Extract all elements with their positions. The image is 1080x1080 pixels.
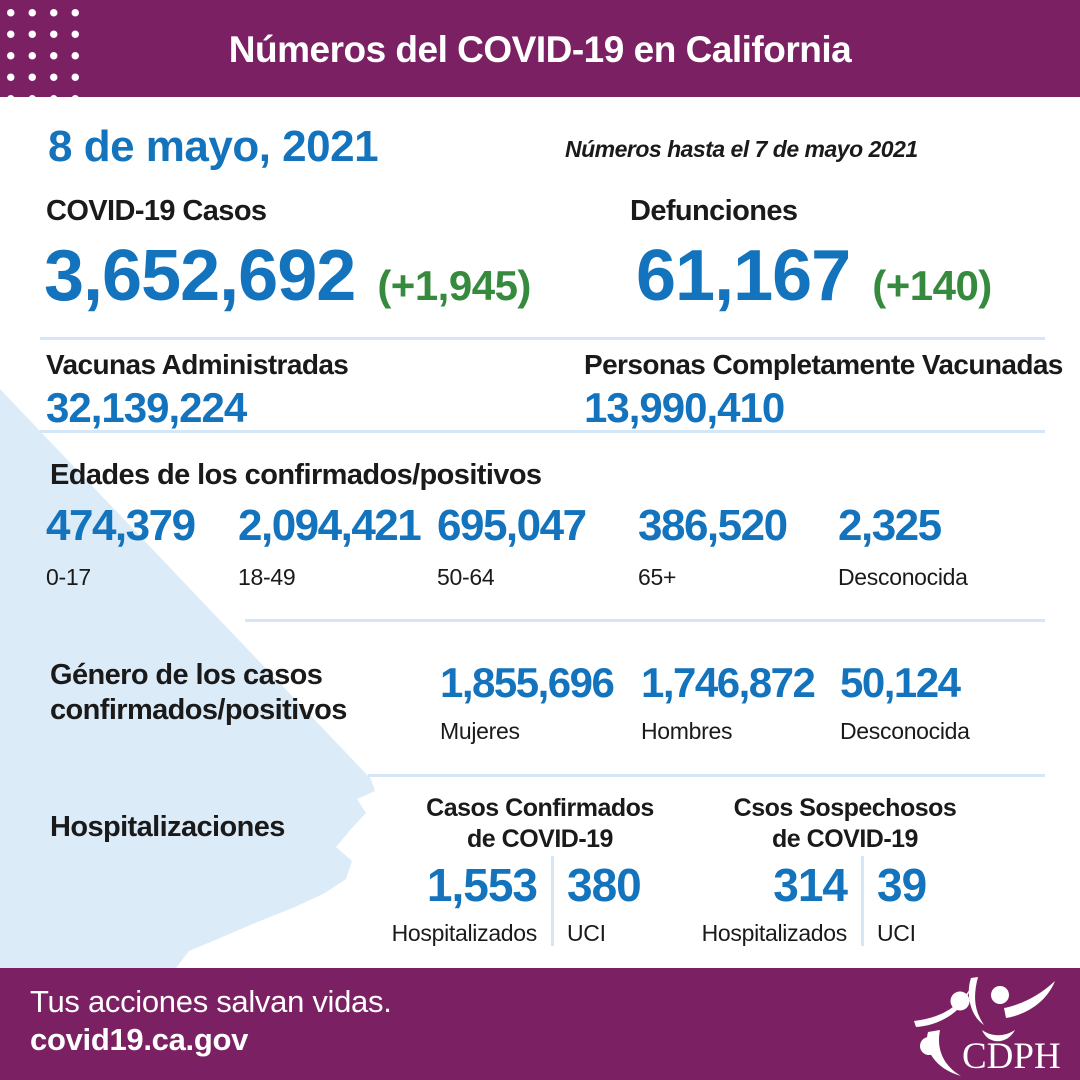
- age-value: 2,325: [838, 501, 942, 550]
- age-value: 474,379: [46, 501, 196, 550]
- as-of-note: Números hasta el 7 de mayo 2021: [565, 136, 918, 162]
- age-label: 50-64: [437, 564, 495, 590]
- age-group: 474,379 0-17: [46, 501, 196, 590]
- confirmed-header-line2: de COVID-19: [467, 825, 613, 854]
- suspected-header-line1: Csos Sospechosos: [733, 794, 957, 822]
- logo-swoosh: [914, 989, 970, 1027]
- gender-group: 50,124 Desconocida: [840, 662, 970, 743]
- logo-wordmark: CDPH: [962, 1036, 1061, 1077]
- age-value: 695,047: [437, 501, 587, 550]
- logo-swoosh: [926, 1030, 961, 1076]
- ages-section-title: Edades de los confirmados/positivos: [50, 459, 542, 491]
- gender-value: 50,124: [840, 659, 961, 706]
- logo-swoosh: [982, 1030, 1015, 1042]
- logo-figure-head: [991, 986, 1009, 1004]
- deaths-delta: (+140): [872, 262, 992, 309]
- divider: [861, 856, 864, 946]
- divider: [40, 337, 1045, 340]
- divider: [40, 430, 1045, 433]
- report-date: 8 de mayo, 2021: [48, 122, 379, 171]
- divider: [551, 856, 554, 946]
- confirmed-icu-stat: 380 UCI: [567, 862, 687, 945]
- suspected-hospitalized-value: 314: [773, 859, 848, 911]
- suspected-icu-label: UCI: [877, 920, 916, 946]
- deaths-value: 61,167: [636, 236, 851, 316]
- deaths-stat: 61,167 (+140): [636, 240, 992, 312]
- confirmed-hospitalized-value: 1,553: [426, 859, 538, 911]
- gender-title-line1: Género de los casos: [50, 659, 323, 691]
- confirmed-hospitalized-stat: 1,553 Hospitalizados: [360, 859, 538, 946]
- suspected-icu-value: 39: [877, 859, 927, 911]
- age-group: 2,325 Desconocida: [838, 504, 968, 589]
- age-label: 65+: [638, 564, 677, 590]
- age-value: 386,520: [638, 501, 788, 550]
- age-group: 695,047 50-64: [437, 501, 587, 590]
- cases-stat: 3,652,692 (+1,945): [44, 240, 531, 312]
- gender-label: Hombres: [641, 718, 733, 744]
- suspected-hospitalized-stat: 314 Hospitalizados: [670, 859, 848, 946]
- confirmed-icu-value: 380: [567, 859, 642, 911]
- vaccines-administered-value: 32,139,224: [46, 384, 247, 431]
- gender-group: 1,855,696 Mujeres: [440, 659, 615, 744]
- gender-group: 1,746,872 Hombres: [641, 659, 816, 744]
- gender-value: 1,855,696: [440, 659, 615, 706]
- hospitalizations-section-title: Hospitalizaciones: [50, 811, 285, 843]
- age-label: Desconocida: [838, 564, 968, 590]
- page-title: Números del COVID-19 en California: [228, 29, 852, 70]
- cdph-logo: CDPH: [914, 977, 1061, 1077]
- dot-grid-decoration: [0, 2, 87, 97]
- fully-vaccinated-value: 13,990,410: [584, 384, 785, 431]
- cases-value: 3,652,692: [44, 236, 356, 316]
- divider: [368, 774, 1045, 777]
- suspected-icu-stat: 39 UCI: [877, 862, 997, 945]
- cases-delta: (+1,945): [377, 262, 531, 309]
- gender-title-line2: confirmados/positivos: [50, 694, 347, 727]
- suspected-hospitalized-label: Hospitalizados: [701, 920, 848, 946]
- confirmed-hospitalized-label: Hospitalizados: [391, 920, 538, 946]
- footer-tagline: Tus acciones salvan vidas.: [30, 984, 392, 1019]
- age-group: 386,520 65+: [638, 501, 788, 590]
- logo-swoosh: [1004, 981, 1055, 1018]
- age-value: 2,094,421: [238, 501, 422, 550]
- confirmed-header-line1: Casos Confirmados: [426, 794, 654, 822]
- footer-bar: Tus acciones salvan vidas. covid19.ca.go…: [0, 968, 1080, 1080]
- confirmed-cases-header: Casos Confirmados de COVID-19: [408, 793, 672, 856]
- channel-island-shape: [2, 788, 26, 800]
- gender-section-title: Género de los casos confirmados/positivo…: [50, 658, 347, 729]
- suspected-cases-header: Csos Sospechosos de COVID-19: [713, 793, 977, 856]
- footer-url: covid19.ca.gov: [30, 1022, 249, 1057]
- age-label: 0-17: [46, 564, 91, 590]
- gender-label: Mujeres: [440, 718, 520, 744]
- cases-label: COVID-19 Casos: [46, 195, 267, 227]
- age-group: 2,094,421 18-49: [238, 501, 422, 590]
- logo-swoosh: [968, 977, 984, 1025]
- confirmed-icu-label: UCI: [567, 920, 606, 946]
- gender-label: Desconocida: [840, 718, 970, 744]
- gender-value: 1,746,872: [641, 659, 816, 706]
- fully-vaccinated-label: Personas Completamente Vacunadas: [584, 349, 1063, 380]
- deaths-label: Defunciones: [630, 195, 798, 227]
- vaccines-administered-label: Vacunas Administradas: [46, 349, 349, 380]
- age-label: 18-49: [238, 564, 296, 590]
- header-bar: Números del COVID-19 en California: [0, 0, 1080, 97]
- divider: [245, 619, 1045, 622]
- suspected-header-line2: de COVID-19: [772, 825, 918, 854]
